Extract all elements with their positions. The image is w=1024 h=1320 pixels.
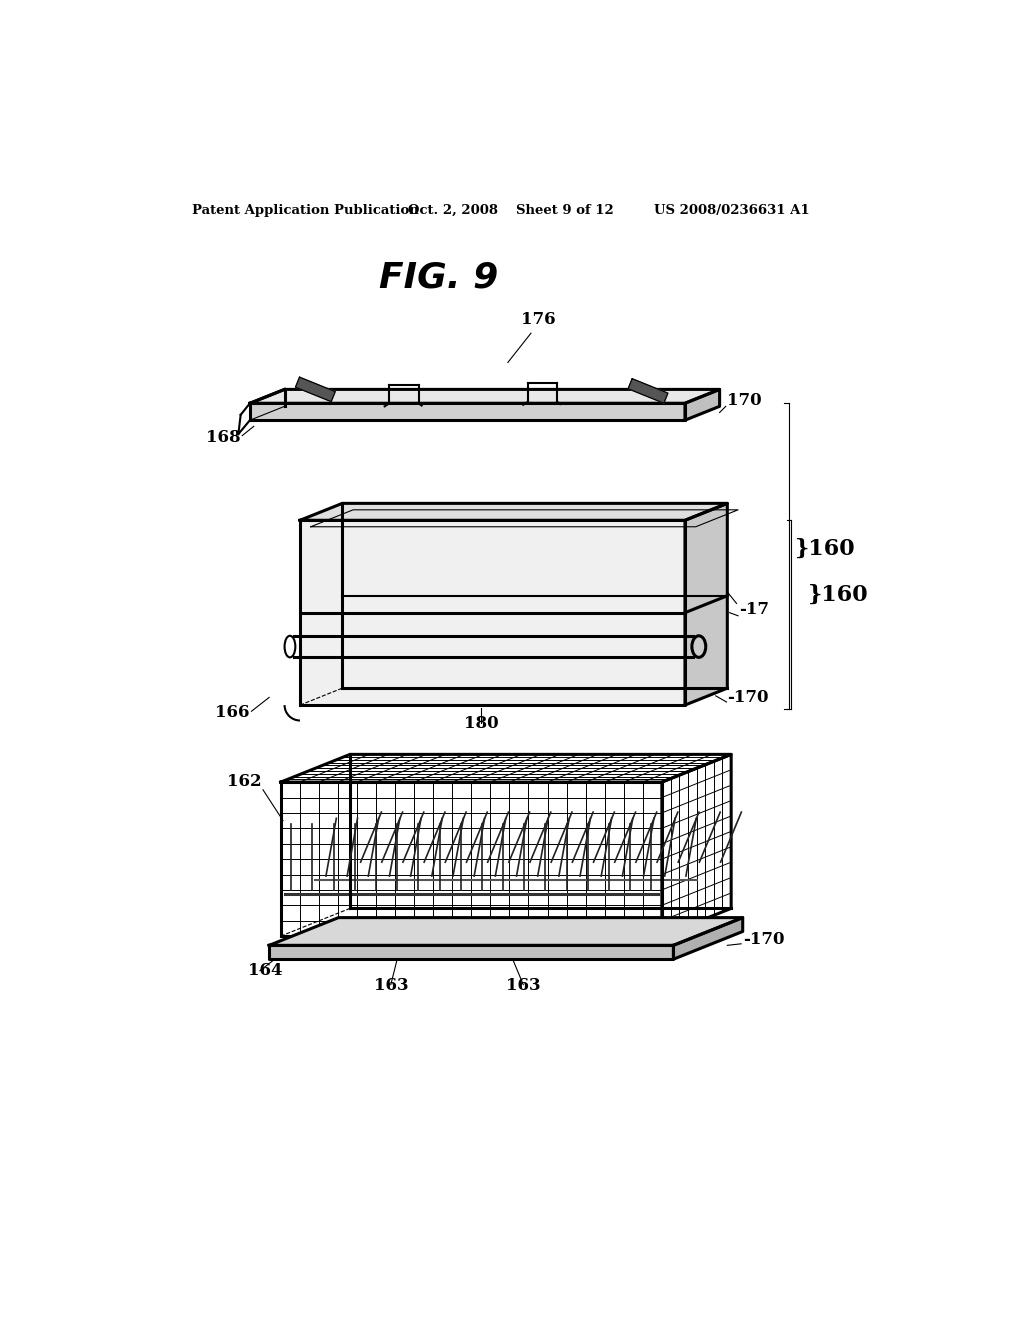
Text: 163: 163 — [506, 977, 541, 994]
Polygon shape — [674, 917, 742, 960]
Ellipse shape — [692, 636, 706, 657]
Text: 164: 164 — [248, 961, 282, 978]
Polygon shape — [269, 917, 742, 945]
Polygon shape — [685, 503, 727, 705]
Text: 166: 166 — [215, 704, 250, 721]
Polygon shape — [281, 781, 662, 936]
Text: -170: -170 — [742, 931, 784, 948]
Polygon shape — [300, 520, 685, 705]
Ellipse shape — [285, 636, 295, 657]
Text: Oct. 2, 2008: Oct. 2, 2008 — [408, 205, 498, 218]
Text: -17: -17 — [739, 601, 769, 618]
Text: Patent Application Publication: Patent Application Publication — [193, 205, 419, 218]
Text: US 2008/0236631 A1: US 2008/0236631 A1 — [654, 205, 810, 218]
Text: -170: -170 — [727, 689, 769, 706]
Polygon shape — [296, 378, 335, 401]
Polygon shape — [628, 379, 668, 403]
Text: 163: 163 — [374, 977, 409, 994]
Text: 168: 168 — [206, 429, 241, 446]
Text: 176: 176 — [521, 312, 556, 327]
Polygon shape — [281, 755, 731, 781]
Text: 180: 180 — [464, 715, 499, 733]
Text: }160: }160 — [808, 585, 868, 606]
Text: }160: }160 — [795, 539, 856, 560]
Polygon shape — [685, 389, 720, 420]
Text: 170: 170 — [727, 392, 762, 409]
Text: FIG. 9: FIG. 9 — [379, 261, 499, 294]
Polygon shape — [250, 389, 720, 404]
Polygon shape — [269, 945, 674, 960]
Polygon shape — [250, 404, 685, 420]
Text: 162: 162 — [227, 774, 261, 789]
Text: Sheet 9 of 12: Sheet 9 of 12 — [515, 205, 613, 218]
Polygon shape — [300, 503, 727, 520]
Polygon shape — [662, 755, 731, 936]
